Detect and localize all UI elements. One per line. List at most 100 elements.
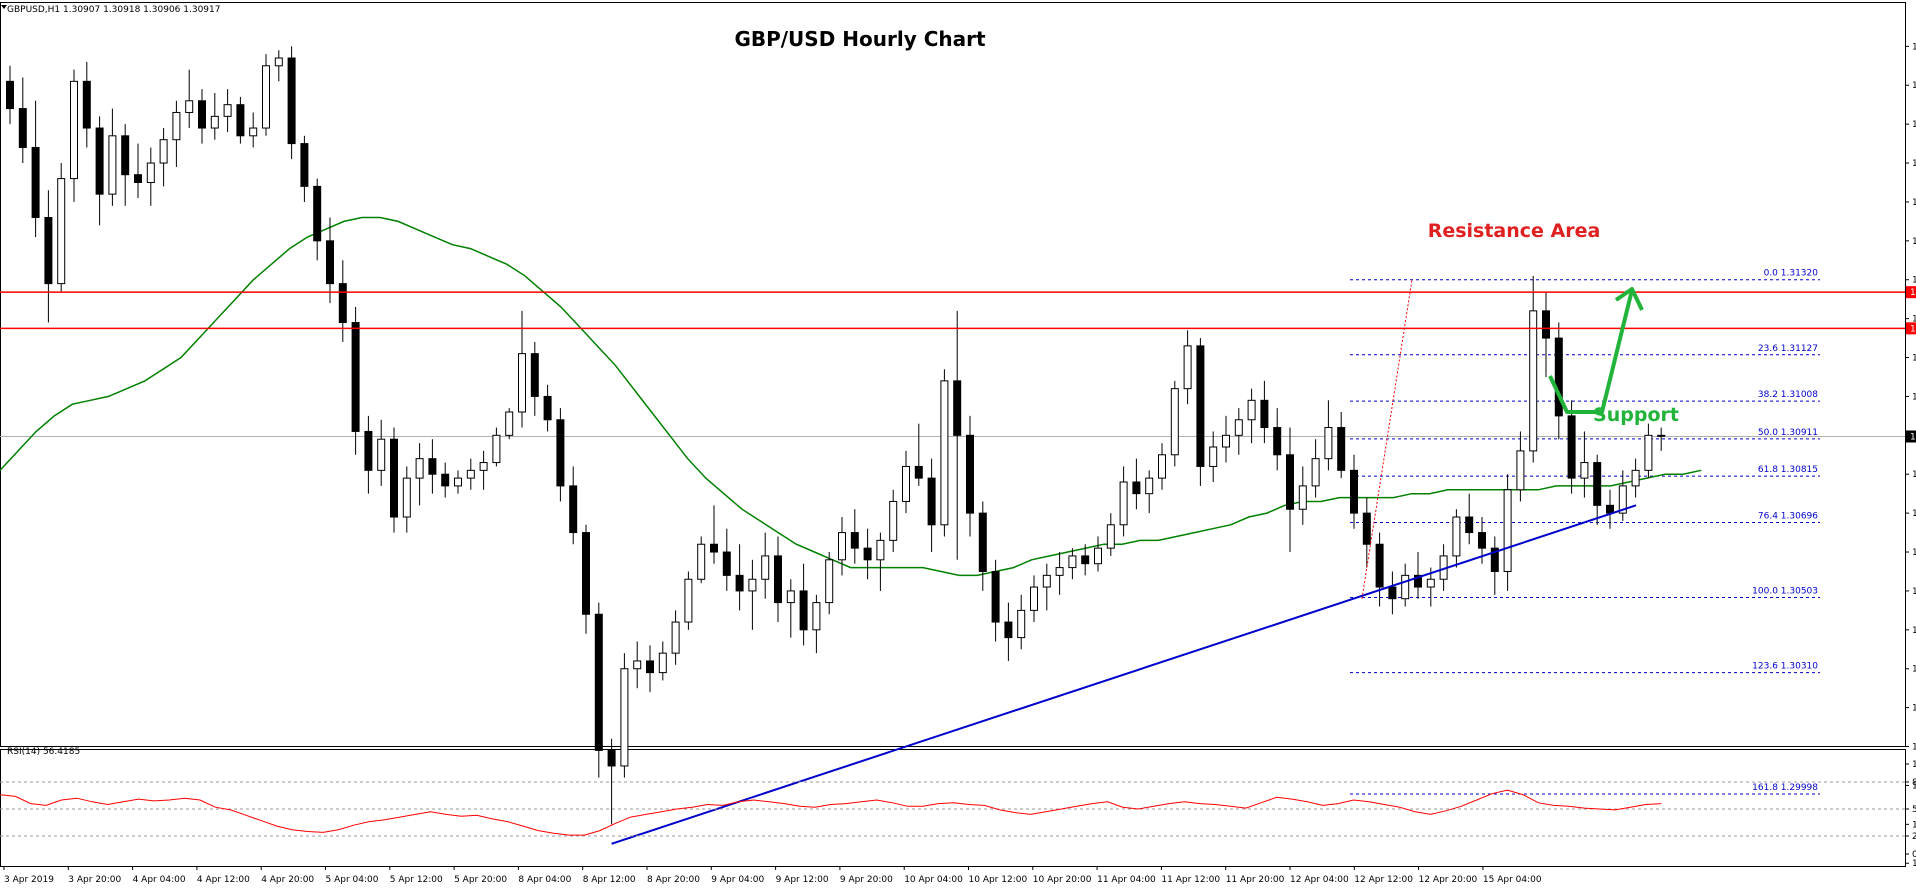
candle [1170,380,1179,467]
y-tick-label: 1.30520 [1912,587,1916,597]
candle-body [415,458,424,479]
rsi-tick-label: 0 [1912,850,1916,860]
candle-body [1503,489,1512,572]
candle [786,579,795,638]
candle [1017,594,1026,650]
candle-body [889,500,898,541]
candle-body [825,559,834,604]
y-tick-label: 1.29920 [1912,820,1916,830]
x-tick-label: 8 Apr 20:00 [647,875,700,885]
candle-body [70,80,78,180]
x-tick-label: 11 Apr 12:00 [1161,875,1220,885]
y-tick-label: 1.31220 [1912,315,1916,325]
candle [1030,575,1038,623]
candle-body [1337,427,1346,471]
candle-body [1516,450,1525,491]
candle-body [633,660,642,670]
fib-level-label: 123.6 1.30310 [1752,662,1818,672]
candle-body [786,590,795,604]
candle [799,563,808,646]
candle-body [1119,481,1128,526]
candle-body [940,380,949,526]
candle-body [1350,469,1358,514]
candle [1465,493,1474,545]
candle-body [607,749,616,767]
candle-body [1222,434,1230,448]
candle [454,470,462,494]
candle-body [684,578,693,623]
x-tick-label: 8 Apr 04:00 [518,875,571,885]
x-tick-label: 9 Apr 20:00 [840,875,893,885]
candle-body [748,578,757,592]
candle-body [799,590,808,631]
candle-body [454,477,462,487]
candle-body [620,668,629,767]
candle-body [850,532,859,549]
candle [172,100,181,167]
candle-body [1388,586,1397,600]
candle [1350,454,1358,529]
y-tick-label: 1.31020 [1912,392,1916,402]
candle [991,559,1000,642]
candle-body [1618,485,1627,514]
y-tick-label: 1.30120 [1912,743,1916,753]
candle-body [1247,399,1256,421]
candle [1516,431,1525,502]
candle [415,443,424,506]
candle [850,509,859,564]
candle-body [658,652,667,674]
fib-level-label: 100.0 1.30503 [1752,587,1818,597]
candle-body [1094,547,1102,565]
x-tick-label: 3 Apr 20:00 [68,875,121,885]
y-tick-label: 1.30420 [1912,626,1916,636]
candle-body [1631,469,1640,487]
candle [774,536,782,623]
candle [1222,415,1230,463]
support-label: Support [1593,404,1679,426]
fib-level-label: 0.0 1.31320 [1764,269,1819,279]
candle-body [210,115,219,129]
x-tick-label: 10 Apr 04:00 [904,875,963,885]
candle-body [1311,458,1320,487]
candle [146,147,155,206]
candle [594,602,603,778]
candle-body [1529,310,1538,452]
candle [1644,423,1653,479]
resistance-price-label: 1.31288 [1910,288,1916,298]
candle [1132,458,1141,510]
candle [876,532,885,591]
candle [1081,544,1090,576]
x-tick-label: 4 Apr 20:00 [261,875,314,885]
candle [1503,474,1512,591]
candle [582,524,590,634]
candle [1375,532,1384,607]
candle-body [1465,516,1474,534]
x-tick-label: 4 Apr 04:00 [133,875,186,885]
candle-body [1593,462,1602,506]
candle-body [1132,481,1141,495]
candle-body [1542,310,1550,339]
collapse-arrow-icon[interactable] [1,5,7,9]
candle [70,69,78,202]
candle-body [876,539,885,561]
x-tick-label: 8 Apr 12:00 [583,875,636,885]
candle [1094,536,1102,572]
candle-body [966,434,974,514]
candle-body [1081,555,1090,565]
x-tick-label: 12 Apr 20:00 [1419,875,1478,885]
candle-body [1580,462,1589,479]
candle-body [159,139,168,164]
candle [710,505,718,564]
rsi-tick-label: 80 [1912,778,1916,788]
y-tick-label: 1.31320 [1912,276,1916,286]
candle-body [902,465,910,502]
candle-body [761,555,770,580]
candle-body [1554,337,1563,417]
candle-body [1030,586,1038,611]
candle [569,466,578,545]
x-tick-label: 10 Apr 12:00 [969,875,1028,885]
candle-body [1426,578,1435,588]
candle [1068,548,1077,580]
candle-body [722,551,731,576]
candle [351,306,360,455]
